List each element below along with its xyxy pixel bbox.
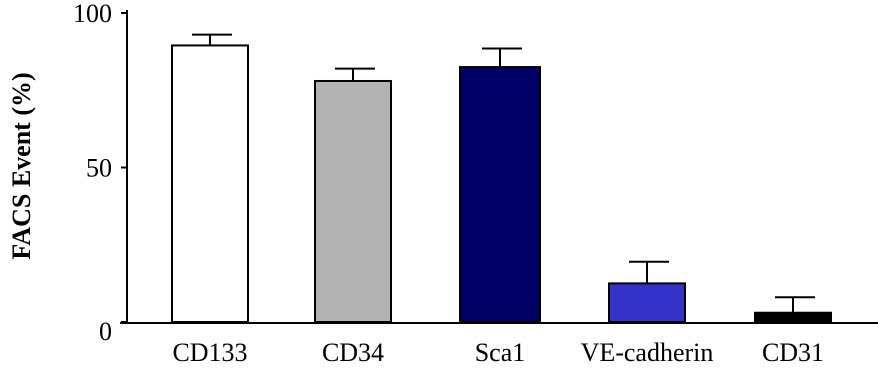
y-ticks-layer: 0 50 100 [73, 0, 127, 346]
category-labels-layer: CD133 CD34 Sca1 VE-cadherin CD31 [172, 338, 824, 367]
bar-cd34 [314, 79, 392, 324]
x-category-label: CD34 [322, 338, 384, 367]
error-bars-layer [192, 33, 815, 313]
x-category-label: CD31 [762, 338, 824, 367]
bar-sca1 [459, 66, 541, 323]
bar-ve-cadherin [608, 282, 686, 323]
bars-layer [171, 44, 832, 324]
bar-cd31 [754, 311, 832, 324]
y-axis-title: FACS Event (%) [7, 72, 36, 259]
x-category-label: CD133 [172, 338, 247, 367]
x-category-label: VE-cadherin [581, 338, 714, 367]
y-tick-label: 50 [86, 154, 112, 183]
bar-cd133 [171, 44, 249, 323]
y-tick-label: 100 [73, 0, 112, 28]
y-tick-label: 0 [99, 317, 112, 346]
x-category-label: Sca1 [475, 338, 526, 367]
